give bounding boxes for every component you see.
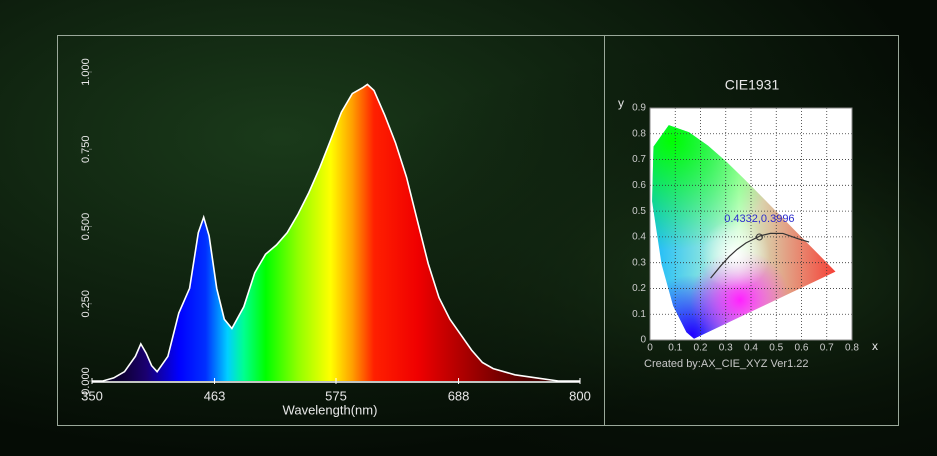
y-tick-label: 0.6: [632, 180, 646, 191]
x-tick-label: 0.4: [744, 343, 758, 354]
x-axis-label: Wavelength(nm): [283, 402, 378, 417]
y-tick-label: 0.4: [632, 232, 646, 243]
cie-footer: Created by:AX_CIE_XYZ Ver1.22: [644, 358, 808, 370]
x-tick-label: 575: [325, 388, 347, 403]
plot-frame: [649, 107, 853, 341]
spectrum-fill: [92, 84, 580, 382]
x-tick-label: 0.7: [820, 343, 834, 354]
y-tick-label: 0.000: [80, 367, 92, 395]
y-tick-label: 1.000: [80, 58, 92, 86]
x-tick-label: 0.8: [845, 343, 859, 354]
x-tick-label: 0.2: [694, 343, 708, 354]
cie-title: CIE1931: [725, 77, 780, 93]
x-tick-label: 350: [81, 388, 103, 403]
x-tick-label: 0.3: [719, 343, 733, 354]
spectrum-line: [92, 83, 580, 382]
x-tick-label: 688: [448, 388, 470, 403]
x-tick-label: 0.6: [795, 343, 809, 354]
y-tick-label: 0.500: [80, 213, 92, 241]
x-tick-label: 0.1: [668, 343, 682, 354]
y-tick-label: 0.2: [632, 283, 646, 294]
planckian-locus: [710, 232, 810, 279]
point-label: 0.4332,0.3996: [724, 213, 794, 225]
x-tick-label: 463: [204, 388, 226, 403]
y-tick-label: 0.3: [632, 257, 646, 268]
chromaticity-point: [755, 233, 763, 241]
x-tick-label: 0.5: [769, 343, 783, 354]
y-tick-label: 0.250: [80, 290, 92, 318]
y-tick-label: 0.8: [632, 128, 646, 139]
right-panel: [604, 35, 899, 426]
y-tick-label: 0.1: [632, 309, 646, 320]
y-tick-label: 0.750: [80, 135, 92, 163]
y-tick-label: 0.9: [632, 103, 646, 114]
x-tick-label: 0: [647, 343, 653, 354]
y-tick-label: 0: [640, 335, 646, 346]
y-tick-label: 0.5: [632, 206, 646, 217]
y-tick-label: 0.7: [632, 154, 646, 165]
y-axis-label: y: [618, 96, 624, 110]
x-axis-label: x: [872, 339, 878, 353]
x-tick-label: 800: [569, 388, 591, 403]
